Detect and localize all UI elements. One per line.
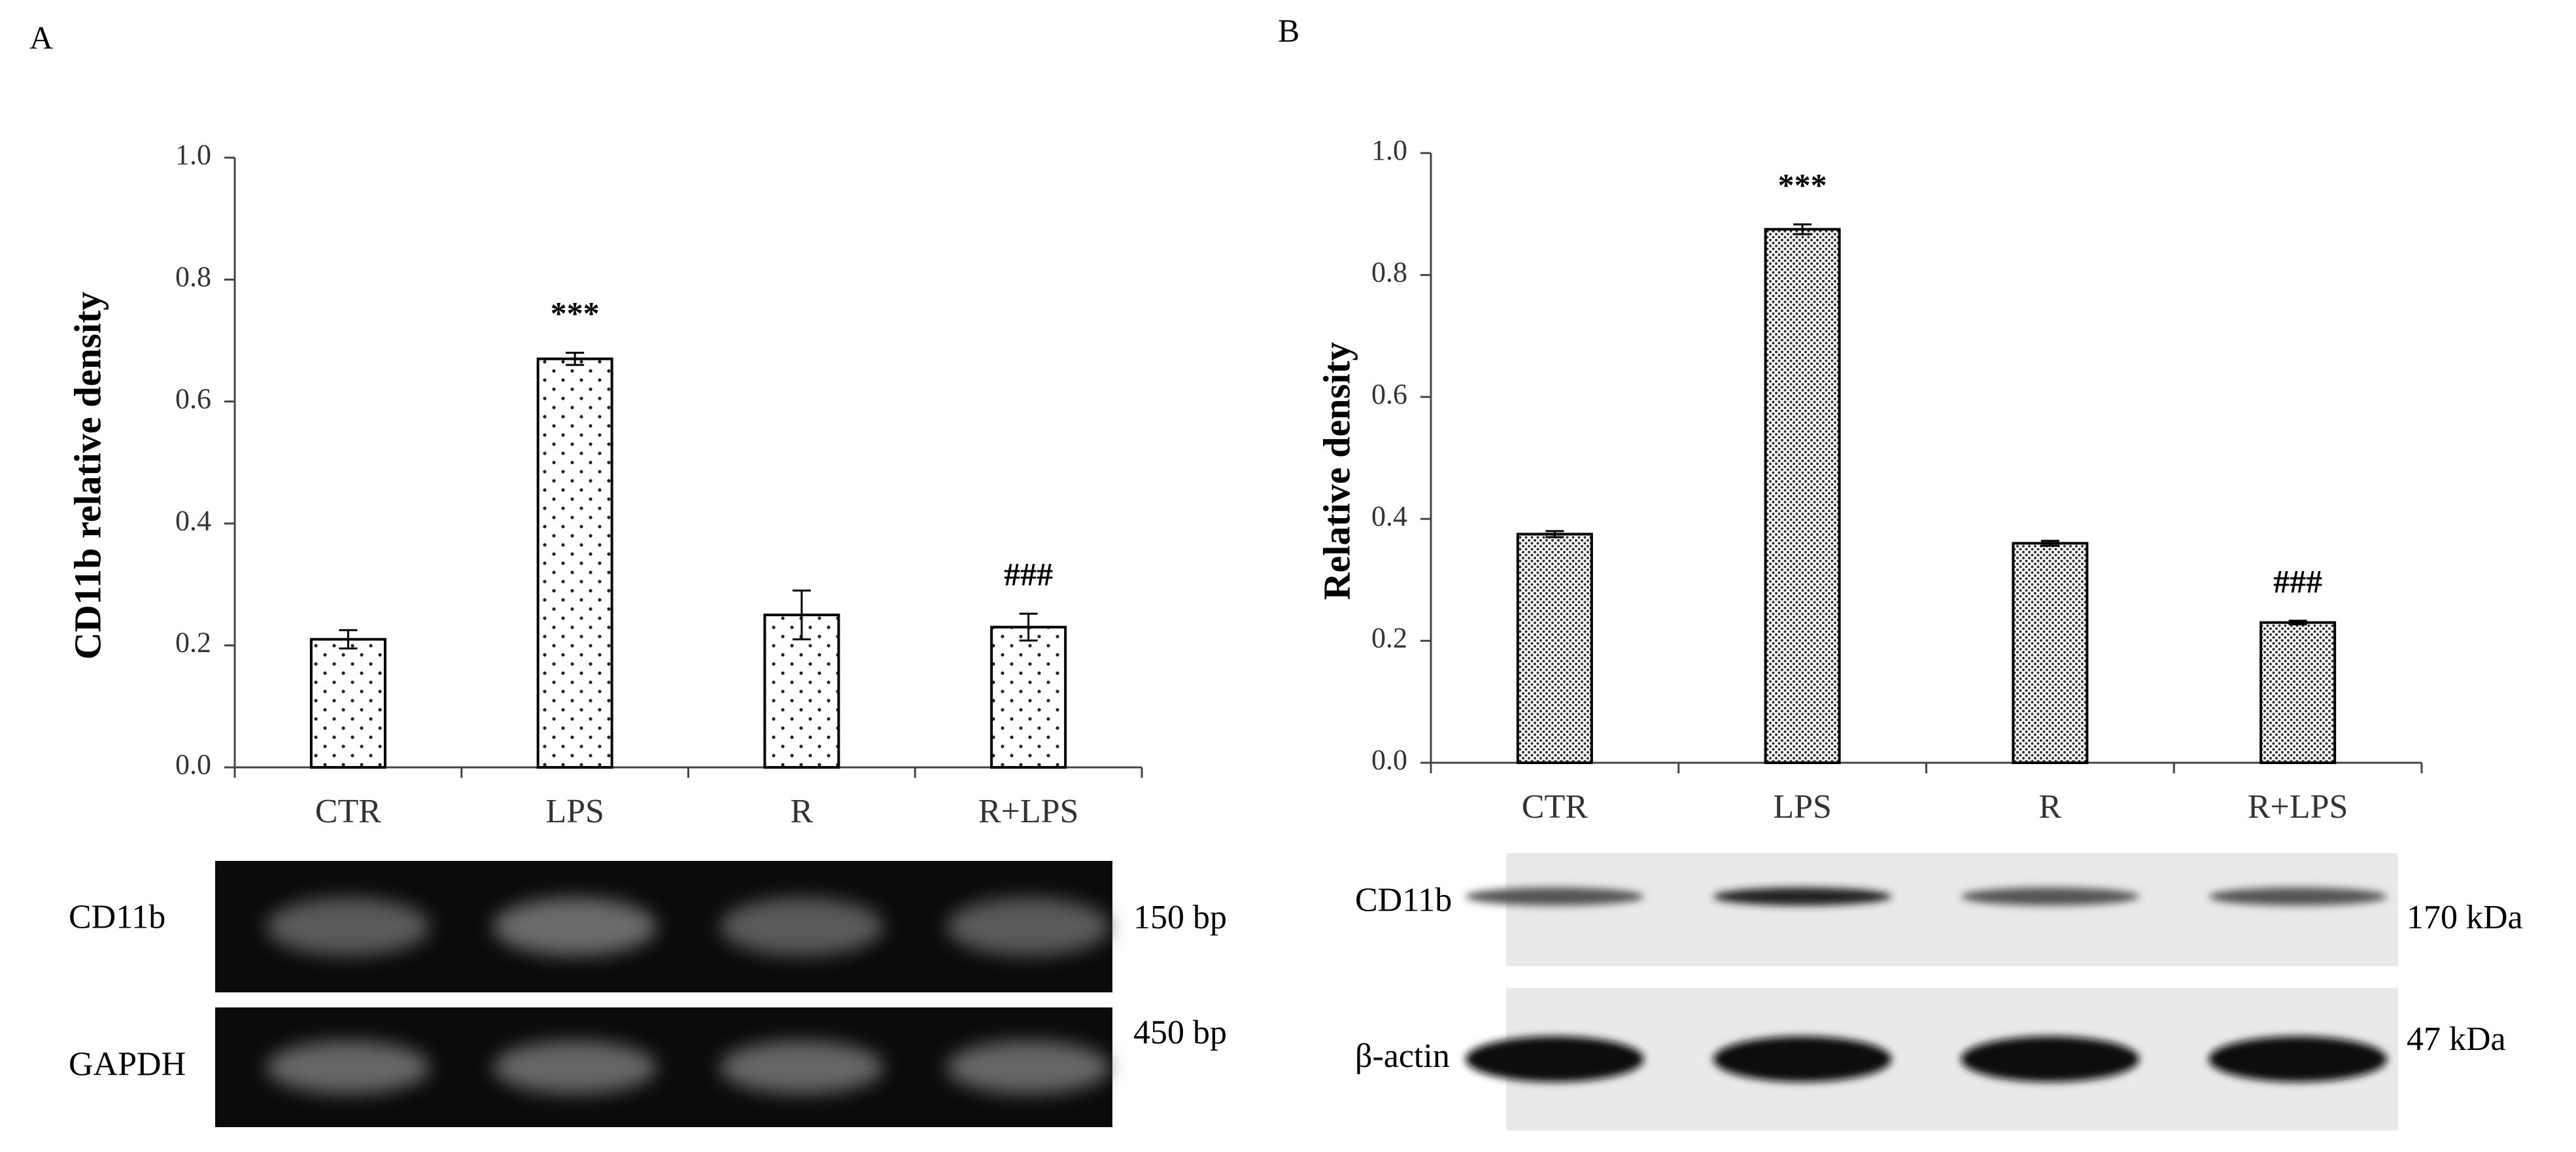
- y-tick-label: 0.8: [175, 260, 211, 292]
- significance-label: ***: [1778, 167, 1827, 203]
- x-tick-label: R+LPS: [2248, 788, 2348, 826]
- x-tick-label: R: [791, 793, 814, 830]
- blot-band: [266, 1041, 430, 1094]
- y-tick-label: 0.2: [1371, 622, 1407, 654]
- blot-row-label: GAPDH: [69, 1045, 186, 1083]
- y-tick-label: 0.6: [175, 383, 211, 415]
- blot-band: [1961, 887, 2140, 906]
- blot-band: [493, 1041, 657, 1094]
- blot-size-label: 150 bp: [1133, 899, 1227, 936]
- y-axis-title: CD11b relative density: [66, 292, 109, 660]
- y-tick-label: 0.0: [175, 748, 211, 780]
- bar: [1764, 228, 1841, 764]
- error-bar: [2040, 540, 2059, 547]
- blot-strip: [1506, 853, 2398, 966]
- significance-label: ***: [551, 295, 600, 332]
- blot-row-label: β-actin: [1355, 1038, 1450, 1075]
- blot-band: [720, 898, 884, 956]
- blot-band: [1713, 887, 1892, 906]
- significance-label: ###: [2273, 563, 2322, 599]
- x-tick-label: CTR: [1522, 788, 1588, 826]
- y-tick-label: 0.8: [1371, 256, 1407, 288]
- x-tick-label: CTR: [315, 793, 381, 830]
- x-tick-label: LPS: [1773, 788, 1832, 826]
- bar: [2012, 542, 2089, 764]
- blot-size-label: 450 bp: [1133, 1014, 1227, 1051]
- panel-label: B: [1278, 12, 1299, 48]
- bar: [536, 357, 613, 769]
- y-tick-label: 1.0: [175, 139, 211, 171]
- error-bar: [339, 629, 358, 650]
- panel-label: A: [29, 19, 53, 56]
- y-tick-label: 0.2: [175, 627, 211, 659]
- error-bar: [566, 351, 585, 366]
- blot-band: [2208, 887, 2387, 906]
- significance-label: ###: [1004, 556, 1053, 593]
- bar: [2259, 621, 2337, 765]
- error-bar: [1545, 530, 1564, 538]
- blot-band: [1713, 1036, 1892, 1082]
- bar: [1516, 532, 1593, 764]
- error-bar: [2288, 620, 2307, 625]
- y-tick-label: 0.4: [1371, 500, 1407, 532]
- blot-band: [266, 898, 430, 956]
- blot-band: [2208, 1036, 2387, 1082]
- y-tick-label: 0.0: [1371, 744, 1407, 776]
- blot-size-label: 47 kDa: [2407, 1021, 2506, 1058]
- blot-band: [493, 898, 657, 956]
- error-bar: [1793, 223, 1812, 236]
- blot-row-label: CD11b: [69, 898, 165, 935]
- y-tick-label: 0.4: [175, 504, 211, 536]
- blot-band: [720, 1041, 884, 1094]
- y-axis-title: Relative density: [1315, 342, 1358, 601]
- blot-row-label: CD11b: [1355, 881, 1452, 918]
- y-tick-label: 0.6: [1371, 378, 1407, 410]
- error-bar: [1019, 612, 1038, 642]
- blot-band: [1466, 887, 1644, 906]
- x-tick-label: R: [2039, 788, 2062, 826]
- bar: [309, 638, 386, 769]
- blot-band: [946, 898, 1110, 956]
- x-tick-label: LPS: [545, 793, 604, 830]
- blot-band: [946, 1041, 1110, 1094]
- bar: [990, 625, 1067, 769]
- blot-band: [1961, 1036, 2140, 1082]
- blot-size-label: 170 kDa: [2407, 899, 2523, 936]
- y-tick-label: 1.0: [1371, 134, 1407, 166]
- x-tick-label: R+LPS: [978, 793, 1079, 830]
- blot-band: [1466, 1036, 1644, 1082]
- error-bar: [792, 589, 811, 640]
